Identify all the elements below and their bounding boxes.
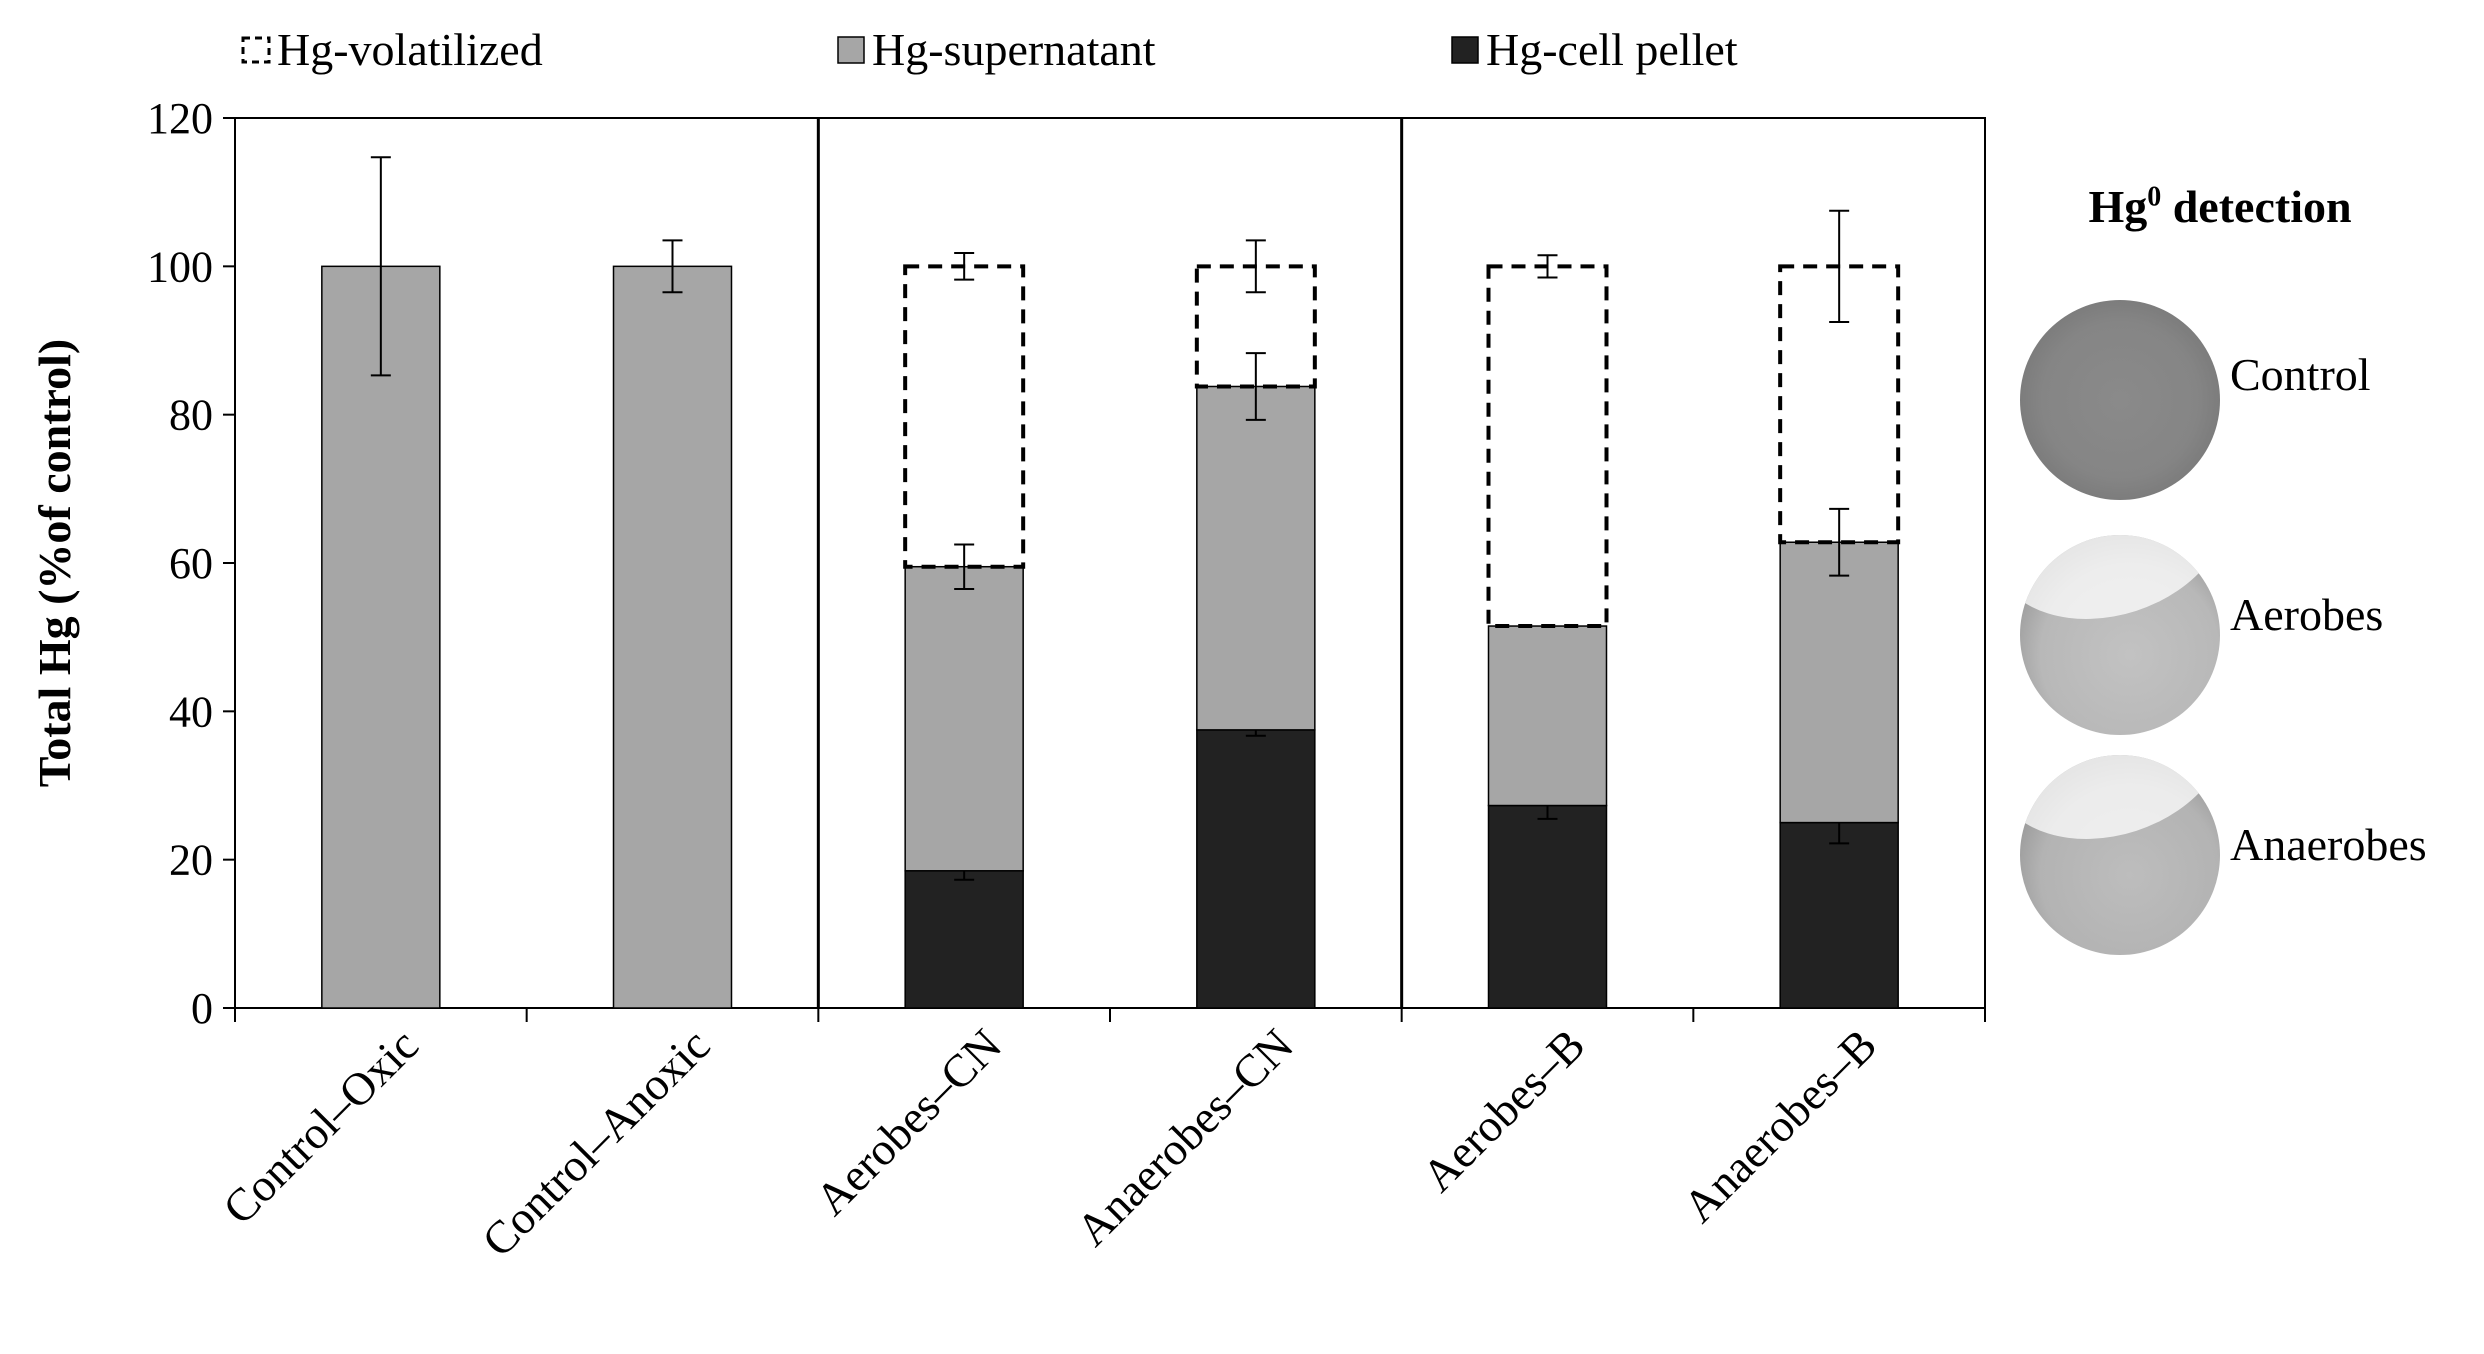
inset-title: Hg0 detection <box>2088 181 2352 232</box>
y-axis-label: Total Hg (%of control) <box>29 339 80 787</box>
bar-hg-cell-pellet <box>1779 821 1899 1009</box>
plot-area: 0 20 40 60 80 100 120 Total Hg (%of control) Con… <box>29 94 1986 1266</box>
bar-hg-supernatant <box>612 265 733 1009</box>
bar-hg-cell-pellet <box>1196 729 1316 1009</box>
legend-swatch-hg-cell-pellet <box>1451 36 1479 64</box>
legend-swatch-volatilized <box>241 36 271 64</box>
inset-label-control: Control <box>2230 349 2371 400</box>
x-category-label: Control–Oxic <box>213 1019 428 1234</box>
legend-label: Hg-cell pellet <box>1486 24 1738 75</box>
y-tick-label: 60 <box>169 539 213 588</box>
bar-hg-supernatant <box>1487 625 1608 807</box>
inset-label-aerobes: Aerobes <box>2230 589 2384 640</box>
legend: Hg-volatilized Hg-supernatant Hg-cell pell… <box>241 24 1738 75</box>
legend-label: Hg-supernatant <box>872 24 1156 75</box>
x-category-label: Anaerobes–B <box>1673 1019 1886 1232</box>
y-tick-label: 100 <box>147 242 213 291</box>
petri-dish-aerobes-icon <box>2020 535 2220 735</box>
y-tick-label: 40 <box>169 687 213 736</box>
y-tick-label: 0 <box>191 984 213 1033</box>
petri-dish-control-icon <box>2020 300 2220 500</box>
x-category-label: Control–Anoxic <box>472 1019 719 1266</box>
y-tick-label: 20 <box>169 836 213 885</box>
plot-frame <box>234 117 1986 1009</box>
bar-hg-cell-pellet <box>904 870 1024 1009</box>
bar-hg-supernatant <box>321 265 441 1009</box>
y-tick-label: 80 <box>169 391 213 440</box>
bar-hg-supernatant <box>1779 541 1899 824</box>
legend-swatch-hg-supernatant <box>837 36 865 64</box>
petri-dish-anaerobes-icon <box>2020 755 2220 955</box>
bar-hg-cell-pellet <box>1487 804 1608 1009</box>
legend-label: Hg-volatilized <box>277 24 543 75</box>
bar-hg-volatilized <box>903 264 1026 569</box>
y-tick-label: 120 <box>147 94 213 143</box>
bar-hg-volatilized <box>1486 264 1609 629</box>
x-category-label: Anaerobes–CN <box>1066 1019 1303 1256</box>
x-category-label: Aerobes–B <box>1412 1019 1594 1201</box>
bar-hg-supernatant <box>904 565 1024 872</box>
bar-hg-supernatant <box>1196 385 1316 731</box>
x-category-label: Aerobes–CN <box>805 1019 1011 1225</box>
inset-label-anaerobes: Anaerobes <box>2230 819 2427 870</box>
